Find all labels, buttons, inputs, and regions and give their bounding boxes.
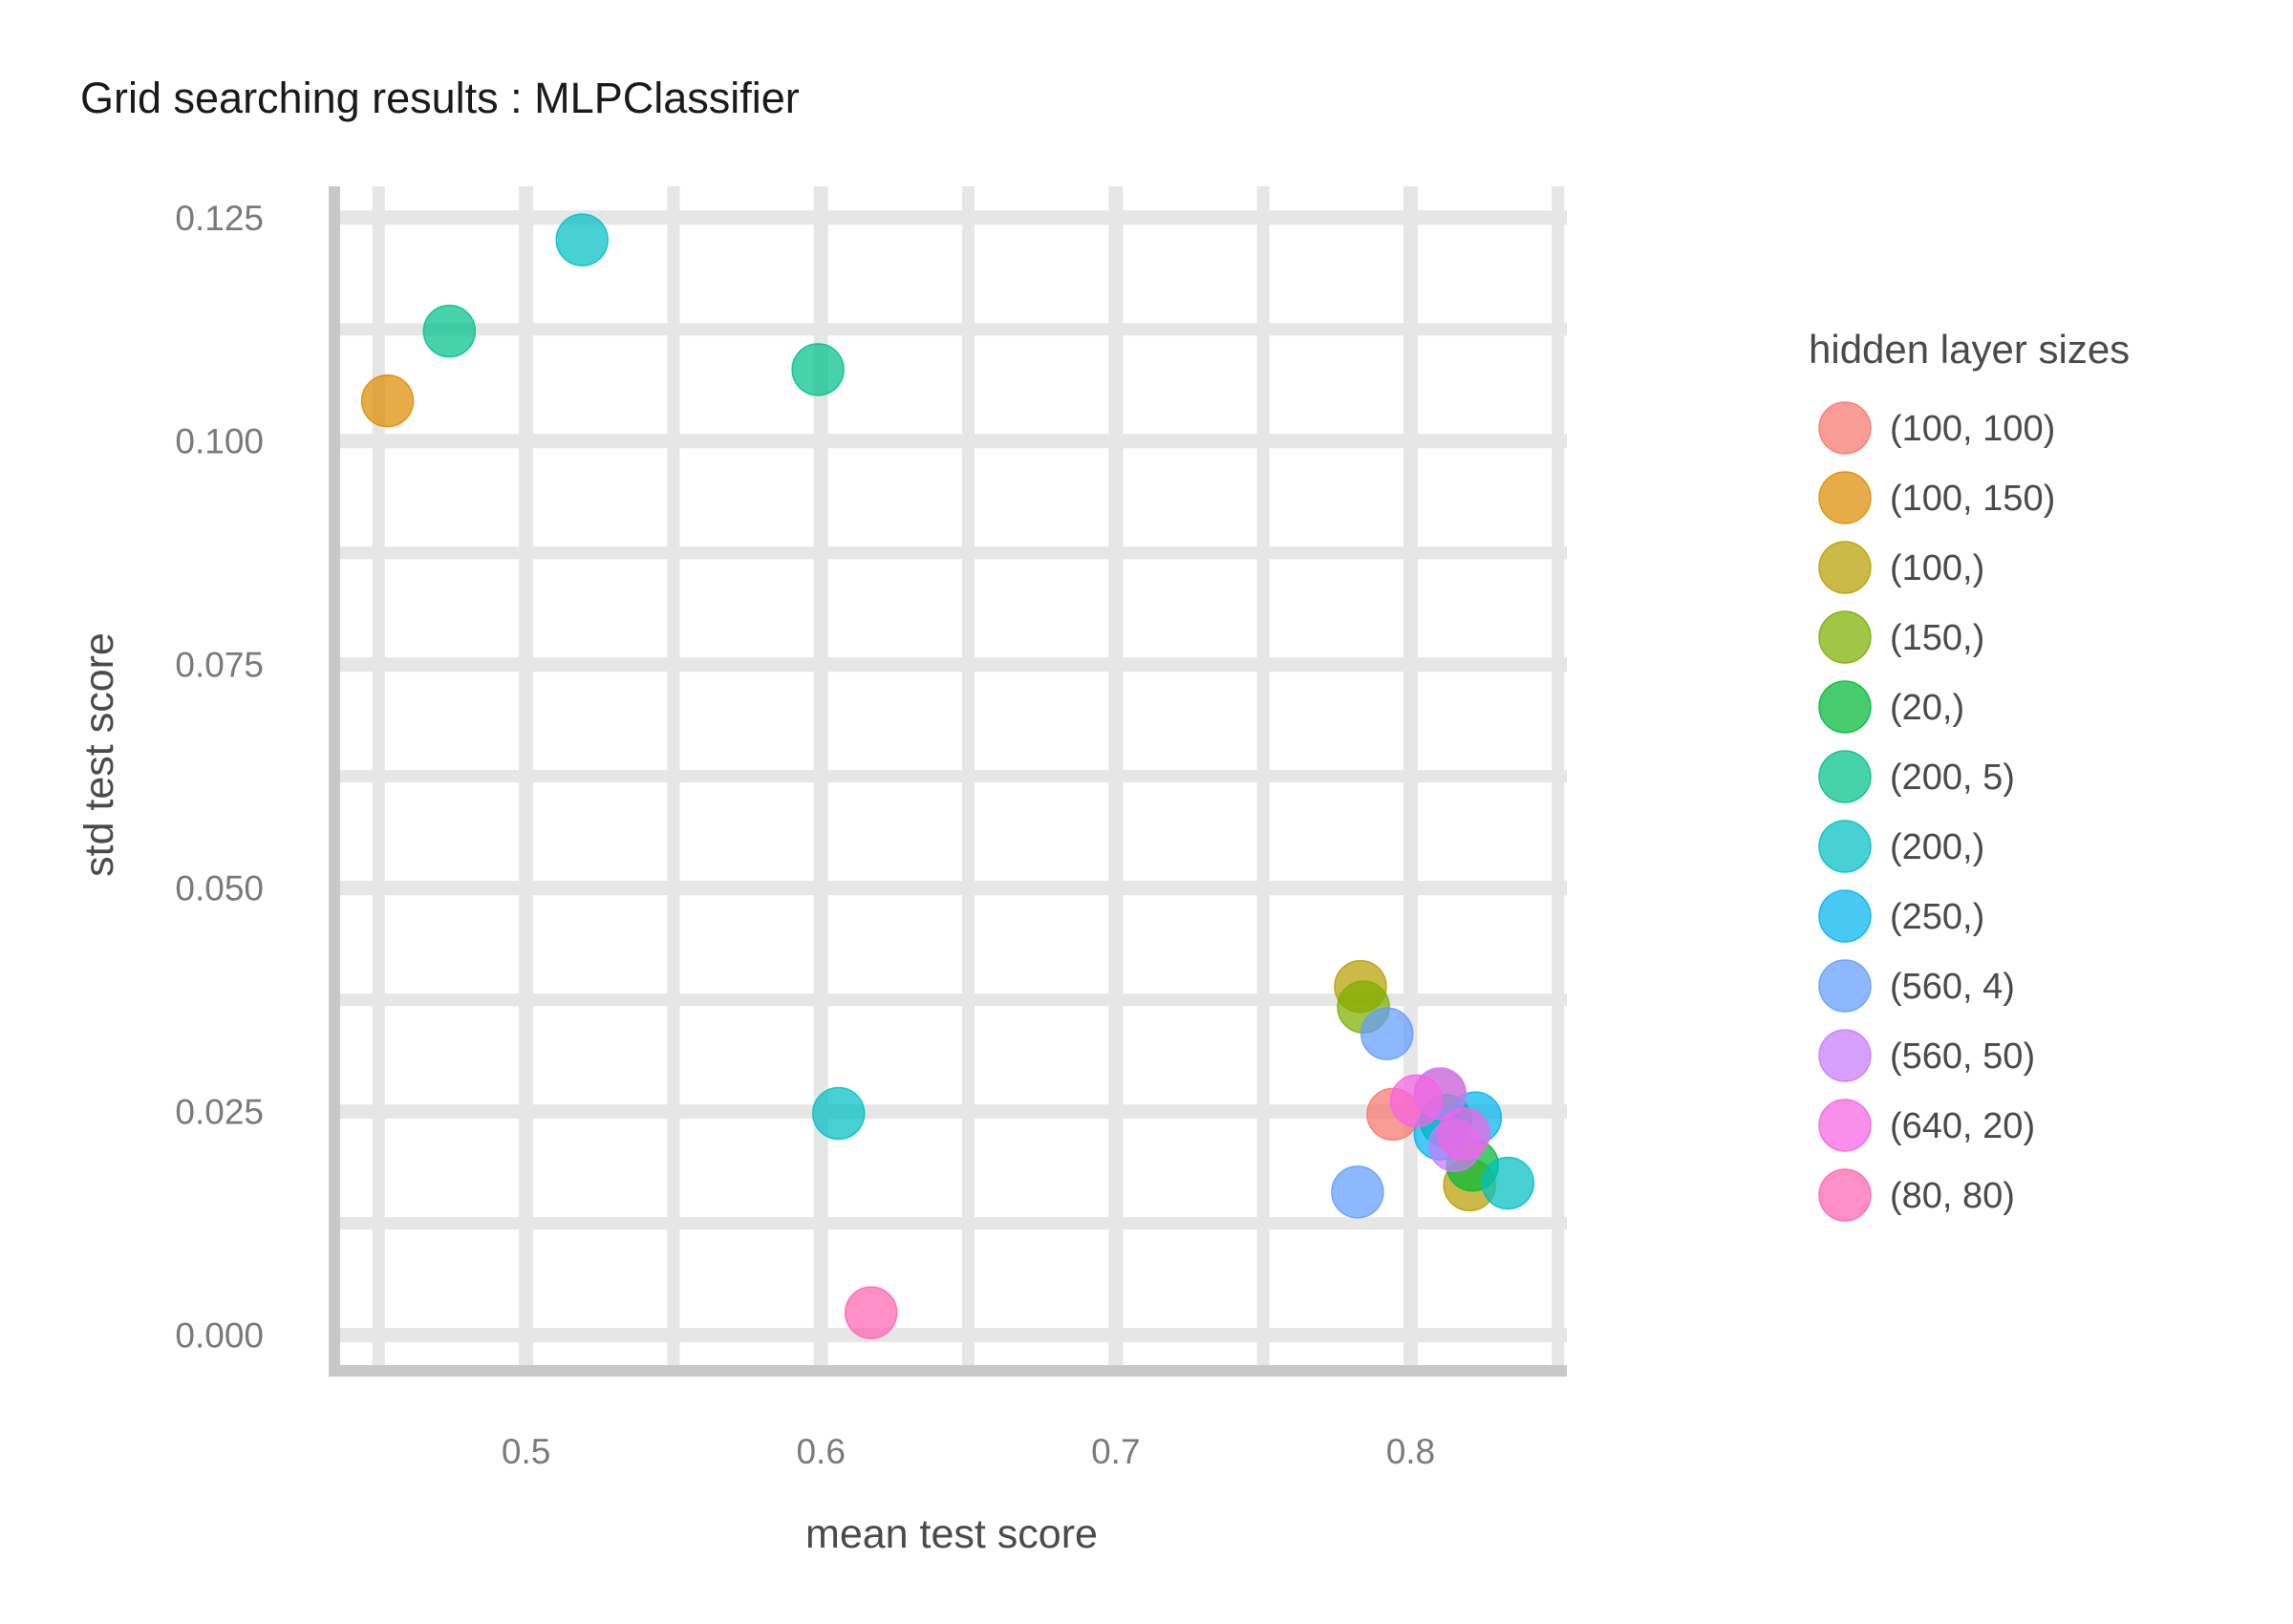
data-point (1331, 1165, 1384, 1219)
legend-swatch (1818, 959, 1872, 1013)
legend-swatch (1818, 1168, 1872, 1222)
x-tick-label: 0.8 (1386, 1432, 1435, 1471)
x-tick-label: 0.7 (1091, 1432, 1140, 1471)
legend-swatch (1818, 680, 1872, 734)
legend-swatch (1818, 541, 1872, 594)
legend-label: (80, 80) (1890, 1176, 2015, 1216)
x-tick-label: 0.6 (796, 1432, 845, 1471)
y-tick-label: 0.000 (175, 1316, 264, 1356)
legend-label: (100, 150) (1890, 479, 2055, 519)
legend-swatch (1818, 401, 1872, 455)
legend-title: hidden layer sizes (1809, 327, 2130, 372)
data-point (1360, 1007, 1414, 1060)
legend-label: (200,) (1890, 827, 1984, 867)
legend-swatch (1818, 610, 1872, 664)
legend-label: (100,) (1890, 548, 1984, 588)
data-point (844, 1286, 898, 1339)
x-tick-labels: 0.5 0.6 0.7 0.8 (502, 1432, 1435, 1471)
legend-swatch (1818, 1029, 1872, 1082)
chart-title: Grid searching results : MLPClassifier (80, 74, 800, 122)
legend-label: (250,) (1890, 897, 1984, 937)
data-point (791, 343, 845, 396)
data-point (1481, 1156, 1535, 1210)
legend-label: (640, 20) (1890, 1106, 2035, 1146)
data-point (555, 213, 609, 267)
x-tick-label: 0.5 (502, 1432, 550, 1471)
legend-label: (100, 100) (1890, 409, 2055, 449)
legend-label: (560, 50) (1890, 1036, 2035, 1077)
x-axis-title: mean test score (805, 1511, 1098, 1557)
y-tick-label: 0.025 (175, 1093, 264, 1132)
legend-swatch (1818, 471, 1872, 524)
data-point (360, 374, 415, 428)
y-tick-labels: 0.000 0.025 0.050 0.075 0.100 0.125 (175, 199, 264, 1356)
y-tick-label: 0.100 (175, 422, 264, 461)
legend-swatch (1818, 889, 1872, 943)
legend-label: (560, 4) (1890, 967, 2015, 1007)
grid-lines (334, 186, 1567, 1371)
legend-label: (20,) (1890, 688, 1964, 728)
axes (329, 186, 1567, 1377)
legend: hidden layer sizes (100, 100) (100, 150) (… (1809, 327, 2130, 1222)
legend-label: (150,) (1890, 618, 1984, 658)
y-axis-title: std test score (76, 632, 122, 877)
y-tick-label: 0.075 (175, 646, 264, 685)
legend-swatch (1818, 820, 1872, 873)
data-point (422, 304, 477, 358)
data-points (360, 213, 1535, 1339)
legend-swatch (1818, 1099, 1872, 1152)
data-point (1437, 1107, 1490, 1161)
legend-swatch (1818, 750, 1872, 803)
data-point (1389, 1074, 1444, 1128)
y-tick-label: 0.050 (175, 869, 264, 908)
y-tick-label: 0.125 (175, 199, 264, 238)
data-point (811, 1086, 866, 1141)
legend-label: (200, 5) (1890, 758, 2015, 798)
